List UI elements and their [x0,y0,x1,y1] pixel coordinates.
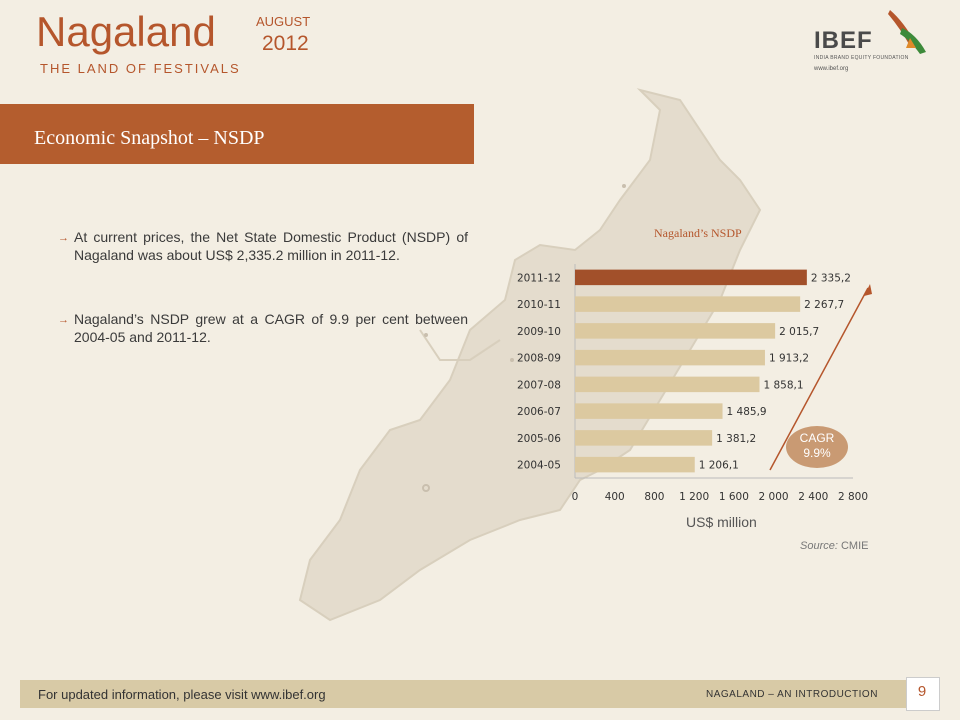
value-label: 1 913,2 [769,353,809,365]
bullet-text: Nagaland’s NSDP grew at a CAGR of 9.9 pe… [74,311,468,345]
section-title: Economic Snapshot – NSDP [34,127,265,149]
bullet-arrow-icon: → [58,232,69,244]
value-label: 1 858,1 [763,379,803,391]
date-year: 2012 [262,32,309,55]
cagr-label: CAGR [799,431,835,445]
bar [575,403,723,419]
source-label: Source: [800,540,838,552]
logo-subtitle: INDIA BRAND EQUITY FOUNDATION [814,55,909,61]
value-label: 2 335,2 [811,272,851,284]
page-number: 9 [917,683,927,700]
x-tick-label: 400 [605,491,625,503]
date-month: AUGUST [256,14,311,29]
x-tick-label: 2 000 [759,491,789,503]
category-label: 2006-07 [517,406,561,418]
footer-section-label: NAGALAND – AN INTRODUCTION [706,689,878,700]
page-title: Nagaland [36,8,216,55]
logo-name: IBEF [814,27,873,54]
category-label: 2009-10 [517,326,561,338]
value-label: 1 381,2 [716,433,756,445]
x-tick-label: 2 400 [798,491,828,503]
bar [575,376,760,393]
category-label: 2011-12 [517,272,561,284]
chart-title: Nagaland’s NSDP [654,226,742,240]
x-tick-label: 1 200 [679,491,709,503]
ibef-logo-icon [888,10,926,54]
source-value: CMIE [840,540,869,552]
bullet-text: At current prices, the Net State Domesti… [74,229,468,263]
cagr-value: 9.9% [803,446,831,460]
section-banner [0,104,474,164]
page-subtitle: THE LAND OF FESTIVALS [40,61,241,76]
x-tick-label: 0 [572,491,579,503]
category-label: 2008-09 [517,353,561,365]
value-label: 1 485,9 [727,406,767,418]
nsdp-bar-chart: 2011-12 2 335,2 2010-11 2 267,7 2009-10 2 015… [517,264,868,503]
x-tick-label: 1 600 [719,491,749,503]
x-tick-label: 800 [644,491,664,503]
category-label: 2004-05 [517,460,561,472]
bar [575,269,807,286]
bar [575,323,776,339]
bullet-arrow-icon: → [58,314,69,326]
bar [575,456,695,473]
growth-arrow-icon [769,284,872,471]
x-tick-label: 2 800 [838,491,868,503]
category-label: 2010-11 [517,299,561,311]
footer-bar [20,680,920,708]
source-note: Source: CMIE [800,540,868,552]
logo-url: www.ibef.org [814,66,849,72]
x-axis-label: US$ million [686,514,757,530]
bar [575,430,713,446]
value-label: 1 206,1 [699,460,739,472]
bar [575,296,801,312]
footer-link[interactable]: For updated information, please visit ww… [38,687,326,702]
category-label: 2005-06 [517,433,561,445]
category-label: 2007-08 [517,379,561,391]
value-label: 2 267,7 [804,299,844,311]
cagr-badge: CAGR 9.9% [786,426,848,468]
value-label: 2 015,7 [779,326,819,338]
page-number-box [906,677,940,711]
bar [575,349,765,366]
